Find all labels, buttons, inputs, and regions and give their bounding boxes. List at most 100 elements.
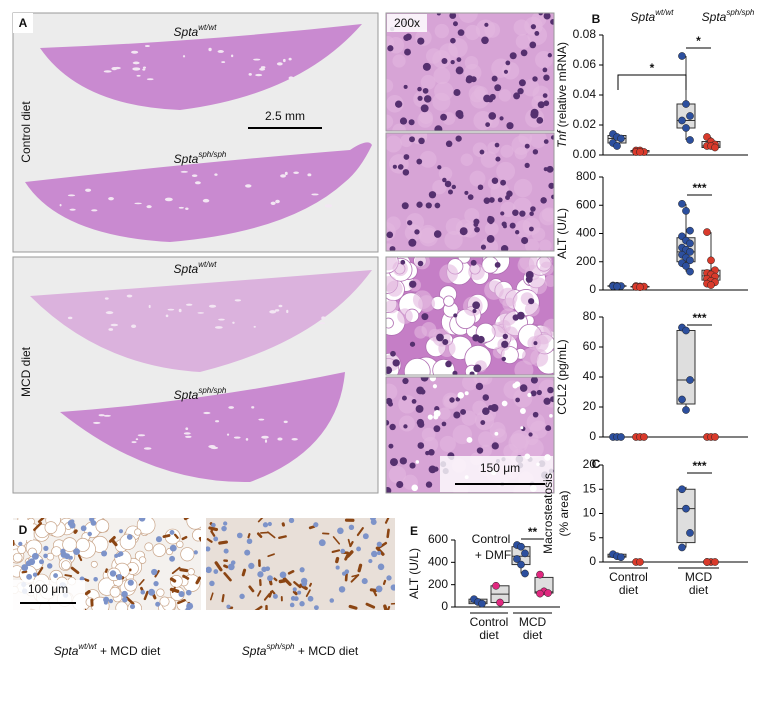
nucleus [452, 21, 458, 27]
micrograph-border [385, 12, 555, 132]
stained-cell [384, 518, 390, 524]
vessel [311, 193, 319, 196]
lipid-droplet [134, 528, 142, 536]
nucleus [236, 532, 243, 539]
nucleus [524, 162, 530, 168]
nucleus [513, 92, 521, 100]
vessel [234, 299, 242, 302]
nucleus [417, 95, 423, 101]
nucleus [261, 566, 267, 573]
nucleus [450, 37, 456, 44]
nucleus [329, 598, 335, 603]
nucleus [428, 449, 435, 456]
vacuole [501, 400, 508, 407]
nucleus [93, 577, 98, 582]
nucleus [417, 86, 422, 92]
nucleus [540, 197, 547, 204]
nucleus [488, 197, 495, 203]
stained-cell [143, 590, 149, 601]
nucleus [434, 406, 440, 412]
vessel [134, 202, 142, 205]
nucleus [390, 350, 396, 357]
nucleus [423, 95, 432, 103]
vessel [202, 198, 210, 203]
nucleus [529, 211, 534, 216]
nucleus [447, 189, 453, 195]
stained-cell [287, 570, 295, 575]
nucleus [488, 405, 494, 411]
nucleus [530, 377, 538, 384]
nucleus [226, 604, 231, 609]
nucleus [528, 226, 534, 232]
significance: *** [692, 311, 706, 325]
nucleus [460, 409, 467, 415]
nucleus [292, 587, 297, 592]
nucleus [262, 522, 269, 528]
lipid-droplet [44, 521, 58, 535]
nucleus [464, 190, 469, 195]
nucleus [494, 142, 500, 148]
nucleus [491, 75, 498, 82]
nucleus [401, 202, 409, 210]
stained-cell [293, 581, 302, 589]
nucleus [389, 246, 396, 251]
nucleus [500, 245, 509, 251]
nucleus [356, 546, 361, 552]
lipid-droplet [403, 357, 431, 375]
cytoplasm [460, 153, 474, 166]
nucleus [491, 177, 499, 184]
cytoplasm [444, 230, 463, 250]
caption-rest: + MCD diet [97, 644, 161, 658]
nucleus [453, 411, 461, 419]
nucleus [389, 458, 398, 467]
cytoplasm [386, 135, 402, 153]
cytoplasm [525, 431, 539, 446]
stained-cell [348, 604, 358, 610]
nucleus [375, 585, 383, 593]
vessel [103, 70, 112, 73]
vessel [105, 311, 114, 315]
nucleus [239, 593, 245, 600]
nucleus [489, 93, 496, 101]
nucleus [441, 58, 448, 65]
vessel [136, 74, 141, 77]
stained-cell [198, 536, 201, 542]
liver-section [30, 270, 372, 372]
data-point [678, 543, 686, 552]
nucleus [433, 230, 442, 238]
nucleus [509, 52, 517, 60]
vessel [293, 171, 299, 174]
nucleus [193, 550, 198, 555]
stained-cell [365, 602, 376, 609]
nucleus [459, 227, 468, 236]
nucleus [397, 164, 404, 170]
lipid-droplet [13, 552, 23, 563]
vessel [146, 205, 152, 209]
stained-cell [383, 604, 388, 610]
cytoplasm [461, 377, 478, 391]
stained-cell [33, 522, 43, 531]
cytoplasm [461, 410, 477, 426]
cytoplasm [474, 411, 495, 431]
stained-cell [36, 566, 44, 576]
stained-cell [223, 564, 229, 569]
nucleus [392, 164, 397, 169]
stained-cell [254, 605, 263, 610]
nucleus [547, 386, 554, 394]
cytoplasm [529, 133, 547, 148]
gene-name: Spta [631, 10, 656, 24]
vessel [217, 50, 224, 53]
nucleus [456, 57, 462, 62]
data-point [492, 581, 500, 590]
vacuole [527, 392, 532, 398]
stained-cell [64, 574, 73, 577]
data-point [521, 569, 529, 578]
legend-entry: Sptasph/sph [702, 8, 755, 24]
vessel [167, 308, 175, 311]
nucleus [543, 74, 550, 81]
significance: * [650, 61, 655, 75]
nucleus [127, 579, 134, 586]
stained-cell [108, 536, 116, 543]
data-point [682, 100, 690, 108]
nucleus [213, 536, 219, 542]
